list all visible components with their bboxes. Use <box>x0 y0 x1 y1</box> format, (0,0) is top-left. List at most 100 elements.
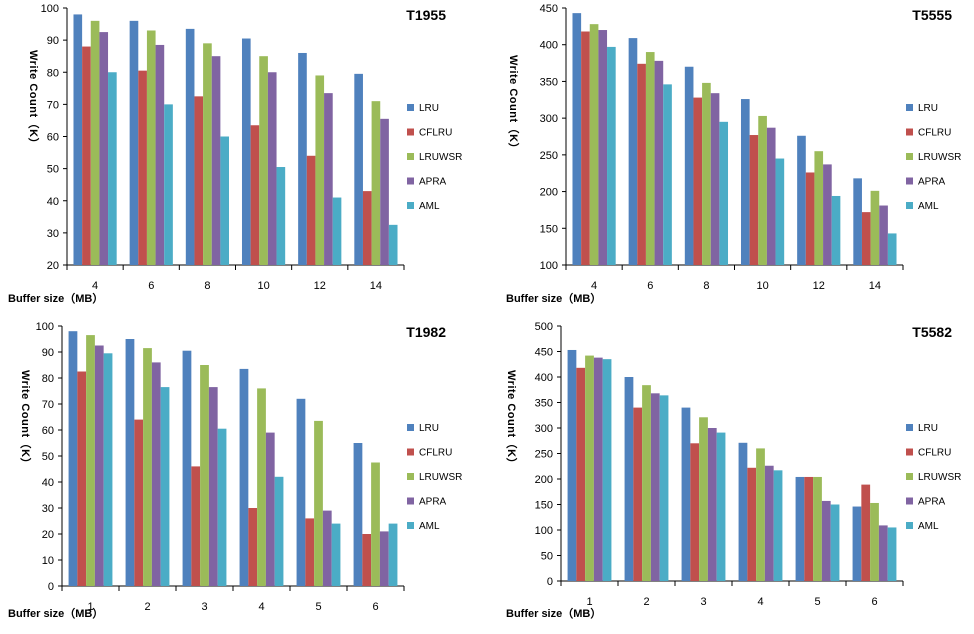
bar-lruwsr <box>756 448 765 581</box>
x-tick-label: 10 <box>257 280 269 292</box>
bar-aml <box>773 470 783 581</box>
legend-swatch-aml <box>407 522 414 529</box>
x-axis-label: Buffer size（MB） <box>506 292 601 305</box>
y-tick-label: 100 <box>535 525 553 537</box>
x-axis-label: Buffer size（MB） <box>8 607 103 620</box>
bar-apra <box>267 72 277 265</box>
y-tick-label: 200 <box>535 474 553 486</box>
legend-swatch-lru <box>906 104 913 111</box>
y-axis-label: Write Count（K） <box>505 370 518 469</box>
bar-lruwsr <box>870 502 879 581</box>
chart-panel-t1982: 0 10 20 30 40 50 60 70 80 90 100 1 2 3 4 5 6 T1982 Buffer … <box>8 321 462 620</box>
y-tick-label: 300 <box>535 423 553 435</box>
bar-lru <box>239 368 249 586</box>
bar-lruwsr <box>699 417 708 581</box>
bar-lruwsr <box>585 355 594 581</box>
bar-cflru <box>805 172 815 265</box>
y-tick-label: 50 <box>541 551 553 563</box>
bar-lru <box>853 178 862 265</box>
y-tick-label: 20 <box>42 529 54 541</box>
bar-lruwsr <box>870 190 880 265</box>
y-tick-label: 90 <box>47 35 59 47</box>
bar-lruwsr <box>200 365 209 586</box>
bar-cflru <box>138 70 147 265</box>
bar-lru <box>353 443 363 586</box>
bar-lruwsr <box>642 385 651 581</box>
x-tick-label: 8 <box>703 280 709 292</box>
legend-label-lru: LRU <box>918 423 938 434</box>
chart-panel-t5582: 0 50 100 150 200 250 300 350 400 450 500 1 2 3 4 5 6 T558… <box>505 321 961 620</box>
bar-aml <box>659 395 669 581</box>
bar-cflru <box>861 212 871 265</box>
legend-label-cflru: CFLRU <box>918 128 951 139</box>
bar-lru <box>185 28 195 265</box>
bar-aml <box>220 136 230 265</box>
bar-lru <box>740 99 750 266</box>
bar-apra <box>151 362 161 586</box>
y-tick-label: 400 <box>540 40 558 52</box>
legend-swatch-apra <box>906 177 913 185</box>
legend-swatch-cflru <box>407 128 414 136</box>
legend-swatch-lruwsr <box>906 473 913 480</box>
bar-apra <box>654 60 664 265</box>
x-tick-label: 4 <box>591 280 597 292</box>
legend-label-lruwsr: LRUWSR <box>419 472 462 483</box>
chart-title: T1955 <box>406 7 446 23</box>
bar-apra <box>324 93 333 265</box>
y-tick-label: 250 <box>540 150 558 162</box>
bar-lruwsr <box>90 20 100 265</box>
bar-apra <box>208 387 218 586</box>
bar-cflru <box>637 63 646 266</box>
y-tick-label: 450 <box>535 347 553 359</box>
bar-lru <box>296 398 306 586</box>
y-tick-label: 40 <box>42 477 54 489</box>
bar-aml <box>331 523 341 586</box>
y-axis-label: Write Count（K） <box>27 50 40 149</box>
y-tick-label: 500 <box>535 321 553 333</box>
bar-aml <box>716 432 726 581</box>
x-tick-label: 12 <box>314 280 326 292</box>
y-tick-label: 150 <box>535 500 553 512</box>
bar-apra <box>94 345 104 586</box>
bar-lru <box>628 38 638 265</box>
y-tick-label: 50 <box>42 451 54 463</box>
legend-label-cflru: CFLRU <box>918 448 951 459</box>
x-tick-label: 6 <box>148 280 154 292</box>
chart-title: T5582 <box>912 324 952 340</box>
legend-swatch-lru <box>407 424 414 431</box>
y-tick-label: 400 <box>535 372 553 384</box>
legend-swatch-apra <box>407 497 414 505</box>
legend-label-aml: AML <box>918 201 939 212</box>
y-tick-label: 70 <box>47 99 59 111</box>
bar-lru <box>684 66 694 265</box>
bar-apra <box>265 432 275 586</box>
legend-swatch-aml <box>906 522 913 529</box>
y-tick-label: 0 <box>547 576 553 588</box>
bar-lruwsr <box>203 43 212 266</box>
bar-apra <box>379 531 389 586</box>
y-tick-label: 250 <box>535 449 553 461</box>
x-tick-label: 5 <box>814 596 820 608</box>
y-tick-label: 40 <box>47 196 59 208</box>
y-tick-label: 450 <box>540 3 558 15</box>
bar-lruwsr <box>259 56 268 265</box>
legend-swatch-aml <box>906 202 913 209</box>
x-tick-label: 1 <box>586 596 592 608</box>
bar-aml <box>602 359 612 581</box>
legend-label-apra: APRA <box>419 177 447 188</box>
bar-lru <box>129 20 139 265</box>
bar-aml <box>831 195 841 265</box>
y-axis-label: Write Count（K） <box>507 55 520 154</box>
bar-lru <box>567 349 577 581</box>
y-tick-label: 90 <box>42 347 54 359</box>
y-tick-label: 30 <box>47 228 59 240</box>
bar-cflru <box>633 407 643 581</box>
bar-lruwsr <box>86 335 95 586</box>
bar-aml <box>388 224 398 265</box>
legend-swatch-cflru <box>906 128 913 136</box>
bar-cflru <box>362 191 372 265</box>
bar-lru <box>241 38 251 265</box>
y-tick-label: 300 <box>540 113 558 125</box>
bar-cflru <box>191 466 201 586</box>
bar-apra <box>710 93 720 265</box>
